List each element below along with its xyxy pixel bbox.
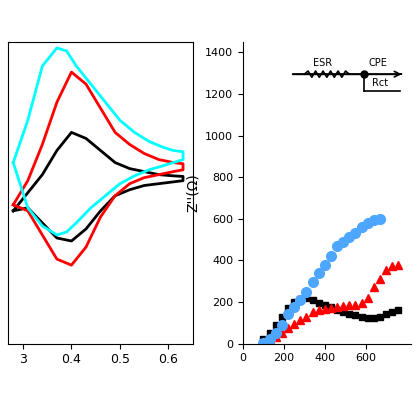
Legend: Bare, COF, Ag@COF: Bare, COF, Ag@COF	[280, 170, 380, 232]
Text: ESR: ESR	[313, 58, 332, 68]
Text: Rct: Rct	[372, 78, 388, 88]
Y-axis label: Z''(Ω): Z''(Ω)	[186, 173, 199, 212]
Text: CPE: CPE	[368, 58, 387, 68]
